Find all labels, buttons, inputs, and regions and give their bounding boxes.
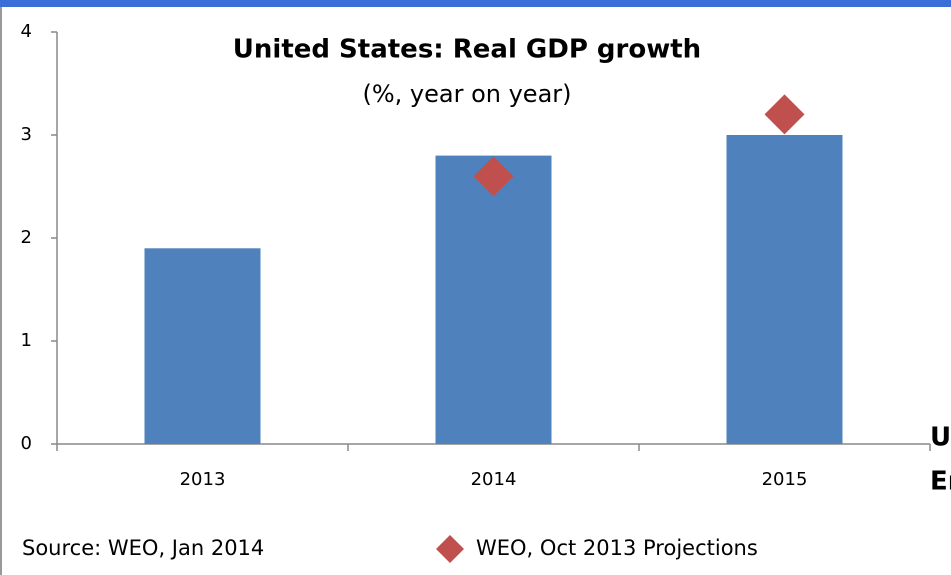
chart-subtitle: (%, year on year) <box>362 80 571 108</box>
chart-title: United States: Real GDP growth <box>233 35 701 65</box>
bar <box>435 155 552 444</box>
legend-marker <box>436 535 464 563</box>
x-tick-label: 2014 <box>471 469 517 490</box>
legend-label: WEO, Oct 2013 Projections <box>476 536 758 560</box>
y-tick-label: 4 <box>21 21 32 42</box>
source-note: Source: WEO, Jan 2014 <box>22 536 264 560</box>
cut-off-text: Er <box>930 467 951 497</box>
cut-off-text: U <box>930 423 951 453</box>
x-tick-label: 2015 <box>762 469 808 490</box>
y-tick-label: 0 <box>21 433 32 454</box>
x-tick-label: 2013 <box>180 469 226 490</box>
diamond-marker <box>764 94 805 135</box>
window-top-border <box>0 0 951 7</box>
bar <box>144 248 261 444</box>
y-tick-label: 3 <box>21 124 32 145</box>
y-tick-label: 1 <box>21 330 32 351</box>
bar <box>726 135 843 444</box>
diamond-marker <box>473 156 514 197</box>
y-tick-label: 2 <box>21 227 32 248</box>
